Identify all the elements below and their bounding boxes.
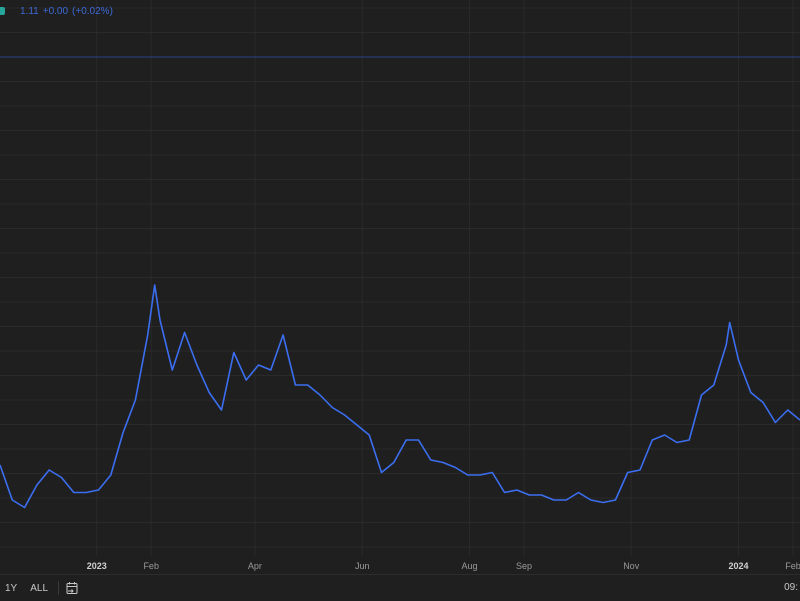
range-all-button[interactable]: ALL: [30, 582, 49, 594]
range-1y-button[interactable]: 1Y: [5, 582, 18, 594]
x-tick-label: Feb: [143, 561, 159, 571]
x-axis: 2023 Feb Apr Jun Aug Sep Nov 2024 Feb: [87, 561, 800, 571]
x-tick-label: 2023: [87, 561, 107, 571]
legend-price: 1.11: [20, 5, 39, 17]
x-tick-label: Nov: [623, 561, 640, 571]
legend: 1.11 +0.00 (+0.02%): [0, 4, 117, 18]
series-dot-icon: [0, 7, 5, 15]
series-line: [0, 284, 800, 509]
x-tick-label: Sep: [516, 561, 532, 571]
legend-change: +0.00: [42, 5, 69, 17]
footer-toolbar: 1Y ALL 09:: [0, 574, 800, 601]
x-tick-label: Aug: [461, 561, 477, 571]
grid-lines: [0, 0, 800, 556]
x-tick-label: Feb: [785, 561, 800, 571]
x-tick-label: Apr: [248, 561, 262, 571]
x-tick-label: 2024: [728, 561, 748, 571]
divider: [58, 581, 60, 595]
x-tick-label: Jun: [355, 561, 370, 571]
time-display: 09:: [784, 582, 798, 593]
legend-change-pct: (+0.02%): [72, 5, 113, 17]
calendar-goto-icon[interactable]: [65, 581, 79, 595]
price-chart[interactable]: 2023 Feb Apr Jun Aug Sep Nov 2024 Feb: [0, 0, 800, 574]
